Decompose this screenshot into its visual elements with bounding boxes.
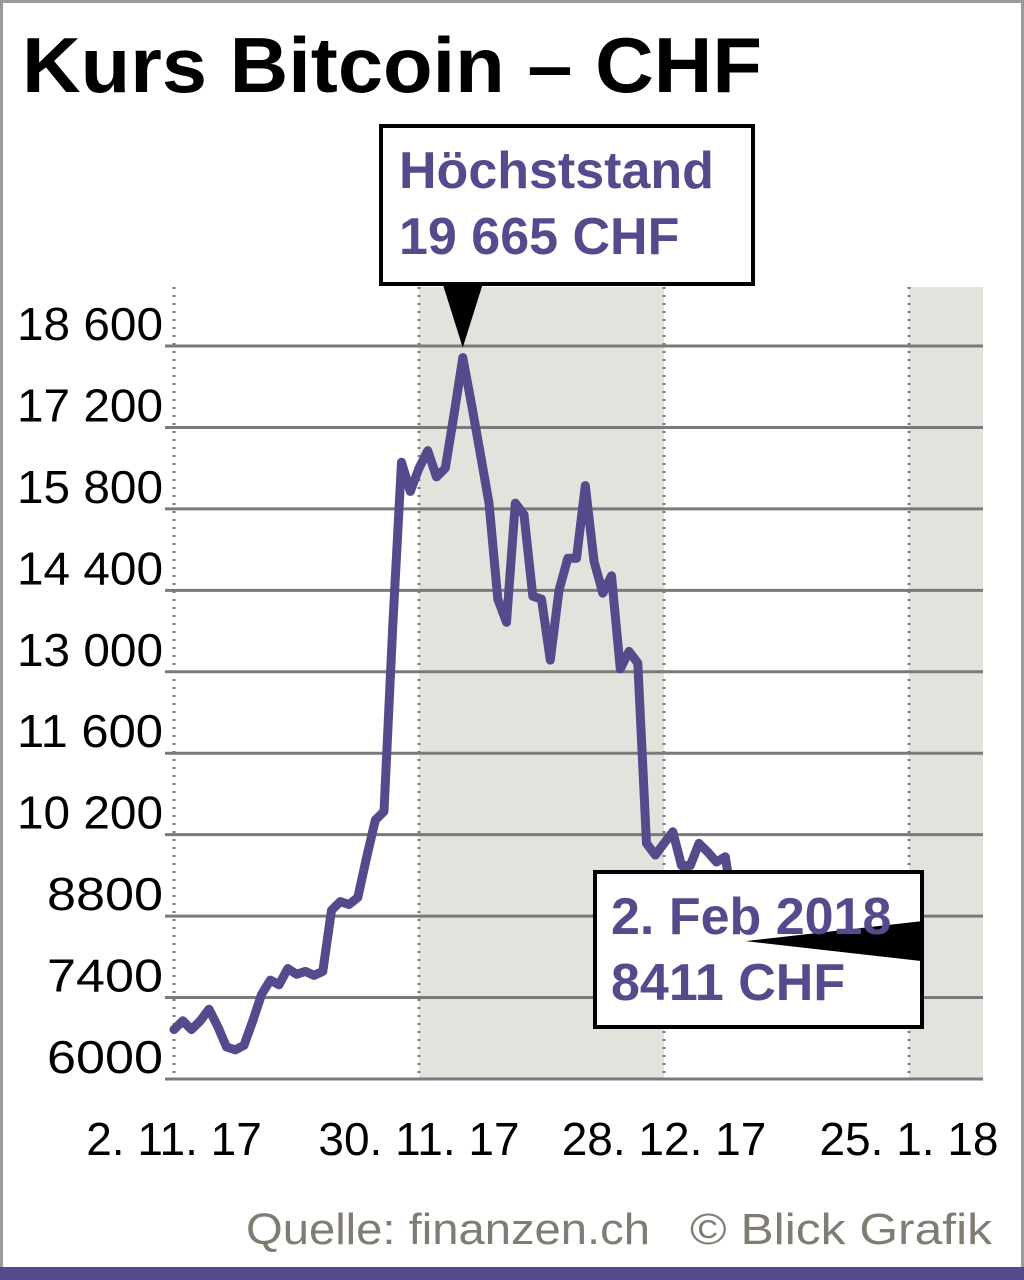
- y-tick-label: 7400: [47, 950, 163, 1002]
- source-label: Quelle: finanzen.ch: [246, 1205, 650, 1254]
- series-line-0: [169, 353, 765, 1055]
- annotation-line1-0: Höchststand: [399, 142, 714, 200]
- y-tick-label: 17 200: [17, 379, 163, 431]
- annotation-pointer-1: [745, 921, 922, 962]
- chart-title: Kurs Bitcoin – CHF: [22, 21, 762, 109]
- y-axis-ticks: 18 600 17 200 15 800 14 400 13 000 11 600 10 2…: [17, 298, 163, 1083]
- y-tick-label: 15 800: [17, 461, 163, 513]
- annotations: Höchststand 19 665 CHF 2. Feb 2018 8411 CHF: [379, 124, 924, 1029]
- annotation-pointer-0: [442, 284, 483, 348]
- annotation-line1-1: 2. Feb 2018: [611, 888, 891, 946]
- shaded-periods: [419, 287, 983, 1079]
- x-tick-label: 28. 12. 17: [562, 1113, 767, 1165]
- y-tick-label: 14 400: [17, 542, 163, 594]
- annotation-line2-1: 8411 CHF: [611, 954, 845, 1012]
- price-series: [169, 353, 765, 1055]
- y-tick-label: 10 200: [17, 787, 163, 839]
- annotation-line2-0: 19 665 CHF: [399, 208, 679, 266]
- annotation-box-0: [379, 124, 755, 286]
- x-axis-ticks: 2. 11. 17 30. 11. 17 28. 12. 17 25. 1. 18: [86, 1113, 998, 1165]
- x-tick-label: 25. 1. 18: [819, 1113, 998, 1165]
- bottom-bar: [0, 1267, 1024, 1280]
- y-tick-label: 18 600: [17, 298, 163, 350]
- y-tick-label: 6000: [47, 1031, 163, 1083]
- x-tick-label: 2. 11. 17: [86, 1113, 262, 1165]
- y-tick-label: 8800: [47, 868, 163, 920]
- copyright-label: © Blick Grafik: [690, 1205, 993, 1254]
- y-tick-label: 13 000: [17, 624, 163, 676]
- y-tick-label: 11 600: [17, 705, 163, 757]
- x-tick-label: 30. 11. 17: [318, 1113, 519, 1165]
